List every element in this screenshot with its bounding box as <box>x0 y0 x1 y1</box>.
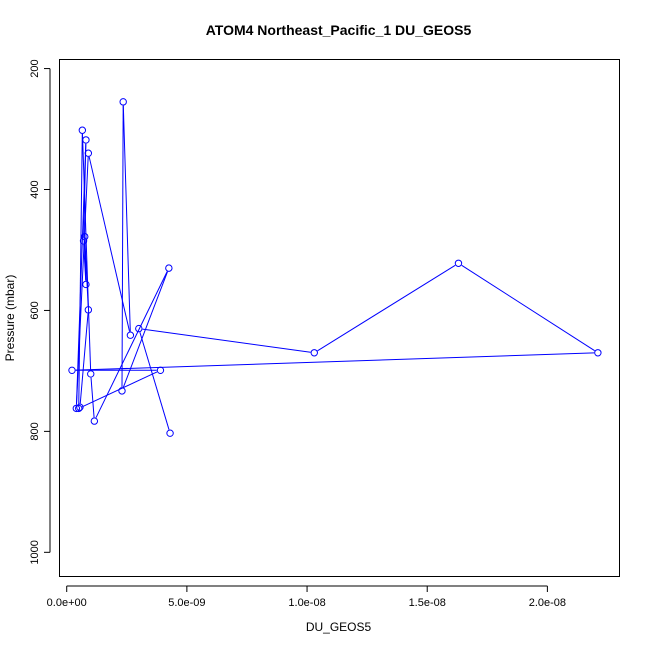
data-point <box>135 324 143 333</box>
data-point <box>82 280 90 289</box>
series-segment <box>75 352 595 371</box>
x-tick-label: 2.0e-08 <box>529 597 566 609</box>
series-segment <box>121 105 124 388</box>
x-tick-label: 0.0e+00 <box>47 597 87 609</box>
series-segment <box>317 264 456 352</box>
data-point <box>76 403 84 411</box>
data-point <box>119 98 127 106</box>
y-tick-label: 1000 <box>29 540 41 564</box>
data-point <box>68 366 76 375</box>
plot-frame <box>59 59 620 577</box>
y-axis: 200 400 600 800 1000 <box>29 59 51 565</box>
data-point <box>75 404 83 413</box>
series-segment <box>461 264 595 352</box>
data-point <box>166 429 174 437</box>
y-tick-label: 800 <box>29 422 41 440</box>
series-segment <box>142 328 311 353</box>
x-tick-label: 1.0e-08 <box>288 597 325 609</box>
series-segment <box>139 332 170 430</box>
data-point <box>454 259 463 267</box>
series-segment <box>122 105 131 332</box>
data-point <box>594 349 602 357</box>
series-segment <box>122 271 168 388</box>
series-layer <box>68 98 602 437</box>
series-segment <box>75 143 87 405</box>
data-point <box>165 264 173 272</box>
series-segment <box>90 377 95 418</box>
data-point <box>81 232 89 241</box>
series-segment <box>83 143 87 238</box>
y-axis-label: Pressure (mbar) <box>3 275 17 362</box>
series-segment <box>78 134 83 405</box>
data-point <box>84 306 93 314</box>
data-point <box>84 149 93 157</box>
y-tick-label: 400 <box>29 180 41 198</box>
y-tick-label: 600 <box>29 301 41 319</box>
series-segment <box>95 271 168 418</box>
data-point <box>90 417 99 425</box>
data-point <box>79 237 88 245</box>
data-point <box>126 331 135 339</box>
data-point <box>87 370 95 378</box>
data-point <box>72 404 81 413</box>
data-point <box>310 349 318 357</box>
data-point <box>78 126 87 134</box>
x-tick-label: 5.0e-09 <box>168 597 205 609</box>
y-tick-label: 200 <box>29 59 41 77</box>
x-tick-label: 1.5e-08 <box>409 597 446 609</box>
series-segment <box>84 240 89 307</box>
x-axis: 0.0e+00 5.0e-09 1.0e-08 1.5e-08 2.0e-08 <box>47 585 566 609</box>
series-segment <box>81 134 92 371</box>
chart-title: ATOM4 Northeast_Pacific_1 DU_GEOS5 <box>206 22 472 38</box>
data-point <box>82 136 90 144</box>
x-axis-label: DU_GEOS5 <box>306 620 372 634</box>
series-segment <box>76 156 89 405</box>
data-point <box>156 366 165 375</box>
series-segment <box>88 156 131 332</box>
data-point <box>118 387 126 395</box>
series-segment <box>79 313 89 404</box>
